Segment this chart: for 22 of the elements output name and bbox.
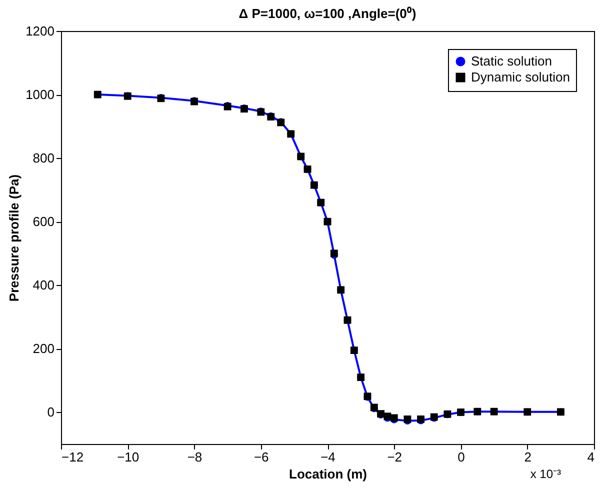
x-tick-label: 4 bbox=[587, 450, 594, 464]
y-tick-label: 1000 bbox=[26, 87, 54, 102]
legend-label: Dynamic solution bbox=[471, 70, 570, 84]
x-tick-label: −12 bbox=[62, 450, 84, 464]
x-tick-label: −10 bbox=[117, 450, 140, 464]
y-tick-label: 1200 bbox=[26, 24, 54, 38]
x-tick-label: −2 bbox=[387, 450, 402, 464]
y-tick-label: 200 bbox=[32, 341, 54, 356]
x-tick-label: −6 bbox=[254, 450, 269, 464]
y-axis-title: Pressure profile (Pa) bbox=[6, 174, 22, 302]
text: x 10⁻³ bbox=[530, 467, 561, 481]
y-tick-label: 0 bbox=[47, 404, 54, 420]
y-tick-label: 800 bbox=[32, 150, 54, 166]
x-tick-label: −4 bbox=[320, 450, 336, 464]
x-tick-label: −8 bbox=[187, 450, 202, 464]
x-tick-label: 0 bbox=[458, 450, 465, 464]
x-axis-title: Location (m) bbox=[289, 466, 367, 482]
legend-label: Static solution bbox=[471, 54, 552, 68]
y-tick-label: 400 bbox=[32, 278, 54, 293]
chart-title: Δ P=1000, ω=100 ,Angle=(0⁰) bbox=[238, 6, 416, 21]
x-tick-label: 2 bbox=[524, 450, 532, 464]
y-tick-label: 600 bbox=[32, 214, 54, 230]
